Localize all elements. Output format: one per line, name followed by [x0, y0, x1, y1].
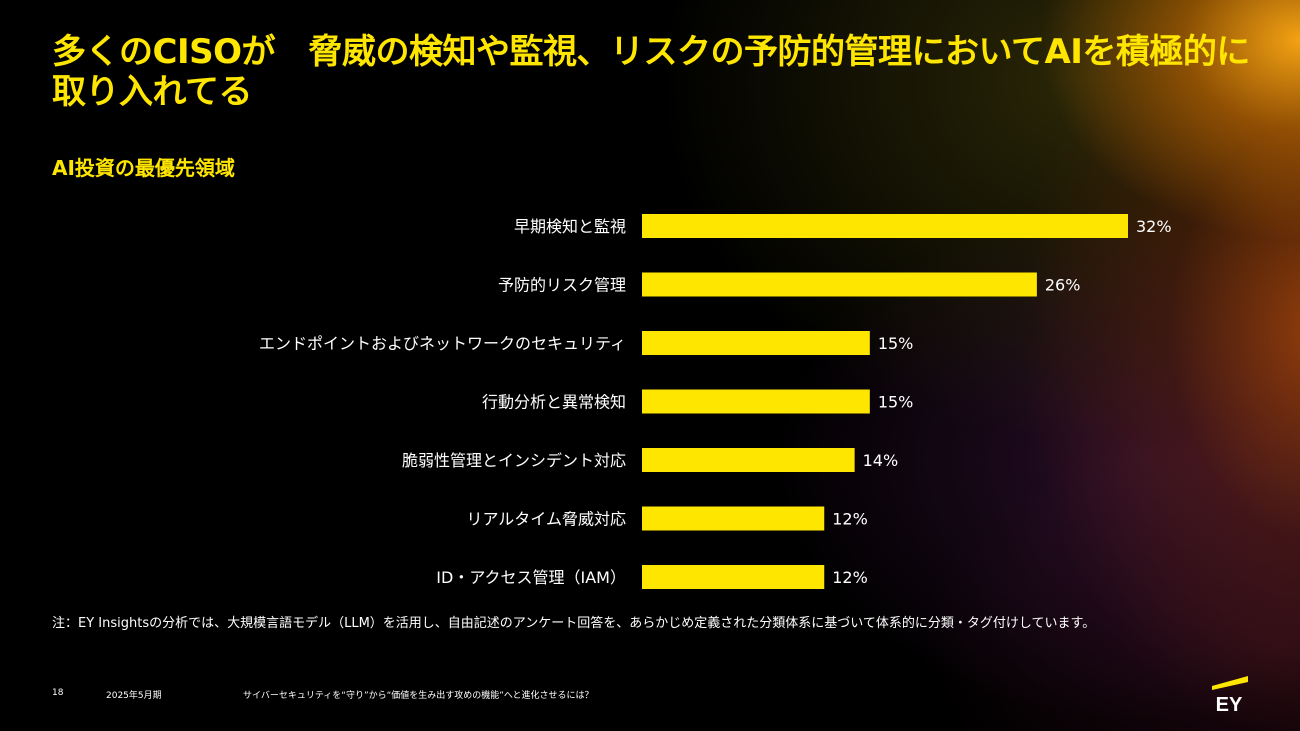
- category-label: ID・アクセス管理（IAM）: [436, 568, 626, 587]
- category-label: エンドポイントおよびネットワークのセキュリティ: [259, 334, 626, 353]
- footnote: 注：EY Insightsの分析では、大規模言語モデル（LLM）を活用し、自由記…: [52, 616, 1096, 631]
- chart-subtitle: AI投資の最優先領域: [52, 156, 235, 180]
- footer-doc-title: サイバーセキュリティを“守り”から“価値を生み出す攻めの機能”へと進化させるには…: [243, 691, 594, 701]
- bar: [642, 448, 855, 472]
- bar: [642, 565, 825, 589]
- value-label: 15%: [878, 334, 914, 353]
- category-label: リアルタイム脅威対応: [466, 510, 626, 529]
- value-label: 12%: [832, 568, 868, 587]
- bar: [642, 389, 870, 414]
- page-number: 18: [52, 688, 64, 698]
- category-label: 行動分析と異常検知: [482, 393, 626, 412]
- value-label: 26%: [1045, 276, 1081, 295]
- category-label: 予防的リスク管理: [498, 276, 626, 295]
- bar: [642, 506, 825, 531]
- bar: [642, 272, 1037, 297]
- bar: [642, 214, 1128, 238]
- value-label: 14%: [863, 451, 899, 470]
- value-label: 12%: [832, 510, 868, 529]
- category-label: 脆弱性管理とインシデント対応: [402, 451, 626, 470]
- svg-text:EY: EY: [1216, 694, 1243, 714]
- value-label: 15%: [878, 393, 914, 412]
- bar-chart: 早期検知と監視 32% 予防的リスク管理 26% エンドポイントおよびネットワークのセキ…: [259, 214, 1172, 589]
- category-label: 早期検知と監視: [514, 217, 626, 236]
- ey-logo: EY: [1212, 676, 1248, 714]
- bar: [642, 331, 870, 355]
- footer-date: 2025年5月期: [106, 691, 162, 701]
- value-label: 32%: [1136, 217, 1172, 236]
- page-title: 多くのCISOが 脅威の検知や監視、リスクの予防的管理においてAIを積極的に取り…: [52, 32, 1250, 112]
